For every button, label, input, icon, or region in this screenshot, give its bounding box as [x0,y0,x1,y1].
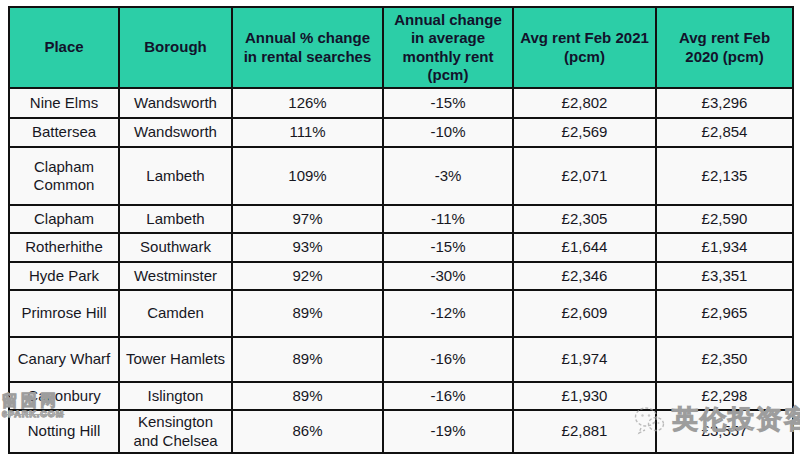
cell-search-change: 89% [232,337,383,382]
cell-place: Clapham [9,205,119,233]
table-row: Hyde ParkWestminster92%-30%£2,346£3,351 [9,262,793,290]
cell-rent-feb-2020: £2,590 [656,205,793,233]
column-header-borough: Borough [119,7,232,88]
table-row: Canary WharfTower Hamlets89%-16%£1,974£2… [9,337,793,382]
cell-rent-change: -16% [383,337,513,382]
cell-rent-change: -15% [383,233,513,262]
cell-search-change: 86% [232,410,383,453]
cell-rent-feb-2020: £1,934 [656,233,793,262]
cell-rent-feb-2021: £2,071 [513,147,656,205]
cell-search-change: 89% [232,290,383,337]
cell-borough: Tower Hamlets [119,337,232,382]
cell-rent-feb-2021: £2,802 [513,88,656,118]
cell-rent-feb-2020: £2,350 [656,337,793,382]
cell-search-change: 111% [232,118,383,147]
cell-search-change: 93% [232,233,383,262]
cell-search-change: 109% [232,147,383,205]
cell-rent-feb-2020: £2,965 [656,290,793,337]
cell-search-change: 92% [232,262,383,290]
cell-place: Canary Wharf [9,337,119,382]
rent-table: PlaceBoroughAnnual % change in rental se… [8,6,794,454]
cell-rent-feb-2021: £1,974 [513,337,656,382]
cell-rent-feb-2021: £2,305 [513,205,656,233]
cell-rent-feb-2020: £3,351 [656,262,793,290]
cell-rent-feb-2020: £3,557 [656,410,793,453]
table-row: BatterseaWandsworth111%-10%£2,569£2,854 [9,118,793,147]
header-row: PlaceBoroughAnnual % change in rental se… [9,7,793,88]
cell-rent-change: -3% [383,147,513,205]
cell-rent-feb-2020: £2,298 [656,382,793,410]
cell-place: Primrose Hill [9,290,119,337]
cell-rent-change: -16% [383,382,513,410]
cell-borough: Camden [119,290,232,337]
cell-place: Rotherhithe [9,233,119,262]
rent-table-body: Nine ElmsWandsworth126%-15%£2,802£3,296B… [9,88,793,453]
cell-rent-feb-2021: £2,346 [513,262,656,290]
cell-place: Nine Elms [9,88,119,118]
table-row: Notting HillKensington and Chelsea86%-19… [9,410,793,453]
cell-search-change: 89% [232,382,383,410]
table-row: RotherhitheSouthwark93%-15%£1,644£1,934 [9,233,793,262]
cell-place: Canonbury [9,382,119,410]
cell-rent-change: -12% [383,290,513,337]
cell-borough: Kensington and Chelsea [119,410,232,453]
table-row: Primrose HillCamden89%-12%£2,609£2,965 [9,290,793,337]
cell-borough: Lambeth [119,205,232,233]
cell-place: Notting Hill [9,410,119,453]
cell-rent-feb-2021: £1,930 [513,382,656,410]
cell-place: Clapham Common [9,147,119,205]
column-header-search-change: Annual % change in rental searches [232,7,383,88]
cell-rent-change: -30% [383,262,513,290]
rent-table-header: PlaceBoroughAnnual % change in rental se… [9,7,793,88]
cell-borough: Wandsworth [119,118,232,147]
column-header-rent-feb-2021: Avg rent Feb 2021 (pcm) [513,7,656,88]
cell-rent-feb-2021: £1,644 [513,233,656,262]
column-header-place: Place [9,7,119,88]
table-row: CanonburyIslington89%-16%£1,930£2,298 [9,382,793,410]
cell-rent-feb-2020: £3,296 [656,88,793,118]
column-header-rent-change: Annual change in average monthly rent (p… [383,7,513,88]
cell-borough: Wandsworth [119,88,232,118]
cell-search-change: 97% [232,205,383,233]
cell-place: Hyde Park [9,262,119,290]
cell-place: Battersea [9,118,119,147]
cell-rent-feb-2020: £2,135 [656,147,793,205]
cell-rent-change: -10% [383,118,513,147]
cell-borough: Southwark [119,233,232,262]
cell-borough: Islington [119,382,232,410]
cell-rent-change: -11% [383,205,513,233]
cell-rent-change: -15% [383,88,513,118]
cell-borough: Westminster [119,262,232,290]
cell-rent-feb-2021: £2,569 [513,118,656,147]
cell-rent-feb-2020: £2,854 [656,118,793,147]
table-row: Nine ElmsWandsworth126%-15%£2,802£3,296 [9,88,793,118]
cell-borough: Lambeth [119,147,232,205]
cell-rent-change: -19% [383,410,513,453]
cell-search-change: 126% [232,88,383,118]
cell-rent-feb-2021: £2,609 [513,290,656,337]
table-row: ClaphamLambeth97%-11%£2,305£2,590 [9,205,793,233]
table-row: Clapham CommonLambeth109%-3%£2,071£2,135 [9,147,793,205]
cell-rent-feb-2021: £2,881 [513,410,656,453]
column-header-rent-feb-2020: Avg rent Feb 2020 (pcm) [656,7,793,88]
